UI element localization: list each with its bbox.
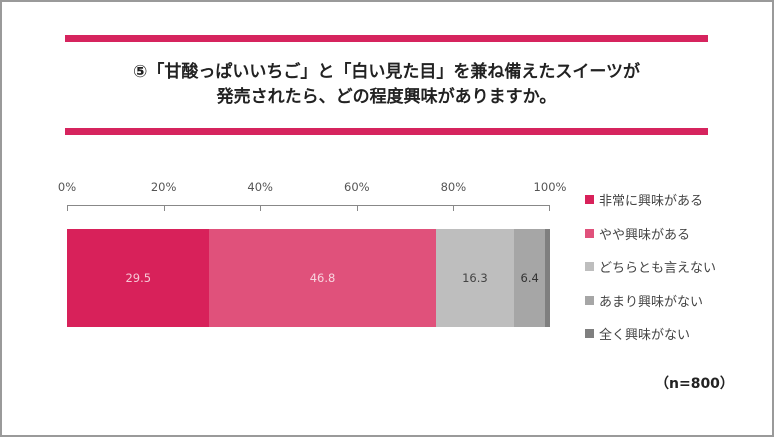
- x-tick-mark: [549, 206, 550, 211]
- legend-item: どちらとも言えない: [585, 250, 716, 284]
- legend-item: 非常に興味がある: [585, 183, 716, 217]
- title-line-1: ⑤「甘酸っぱいいちご」と「白い見た目」を兼ね備えたスイーツが: [132, 62, 641, 82]
- legend-swatch-icon: [585, 329, 594, 339]
- x-tick-mark: [67, 206, 68, 211]
- legend-swatch-icon: [585, 195, 594, 205]
- bar-segment: 6.4: [514, 229, 546, 327]
- x-axis: [67, 205, 550, 212]
- chart-title: ⑤「甘酸っぱいいちご」と「白い見た目」を兼ね備えたスイーツが 発売されたら、どの…: [65, 60, 708, 110]
- top-accent-rule: [65, 35, 708, 42]
- legend-label: やや興味がある: [599, 227, 691, 243]
- x-tick-mark: [453, 206, 455, 211]
- bar-segment: 16.3: [435, 229, 515, 327]
- bar-segment: [545, 229, 550, 327]
- legend-label: 全く興味がない: [599, 328, 691, 344]
- bar-segment-value: 16.3: [462, 271, 488, 285]
- legend-label: どちらとも言えない: [599, 261, 717, 277]
- legend-item: 全く興味がない: [585, 317, 716, 351]
- x-tick-mark: [163, 206, 165, 211]
- bar-segment-value: 29.5: [125, 271, 152, 285]
- sample-size-note: （n=800）: [655, 376, 734, 392]
- x-tick-label: 0%: [57, 180, 77, 194]
- legend-swatch-icon: [585, 228, 594, 238]
- stacked-bar: 29.5 46.8 16.3 6.4: [67, 229, 550, 327]
- bottom-accent-rule: [65, 128, 708, 135]
- x-tick-label: 40%: [247, 180, 273, 194]
- x-tick-label: 60%: [344, 180, 370, 194]
- bar-segment: 46.8: [209, 229, 436, 327]
- legend-item: やや興味がある: [585, 217, 716, 251]
- legend: 非常に興味がある やや興味があるどちらとも言えない あまり興味がない 全く興味がない: [585, 183, 716, 351]
- legend-swatch-icon: [585, 262, 594, 272]
- bar-segment-value: 46.8: [309, 271, 336, 285]
- x-tick-label: 20%: [150, 180, 177, 194]
- bar-segment: 29.5: [67, 229, 210, 327]
- legend-label: あまり興味がない: [599, 294, 704, 310]
- title-line-2: 発売されたら、どの程度興味がありますか。: [216, 87, 557, 107]
- legend-label: 非常に興味がある: [599, 194, 704, 210]
- legend-item: あまり興味がない: [585, 284, 716, 318]
- x-tick-mark: [356, 206, 358, 211]
- bar-segment-value: 6.4: [520, 271, 539, 285]
- x-tick-mark: [260, 206, 262, 211]
- x-tick-label: 100%: [533, 180, 567, 194]
- legend-swatch-icon: [585, 295, 594, 305]
- x-tick-label: 80%: [440, 180, 467, 194]
